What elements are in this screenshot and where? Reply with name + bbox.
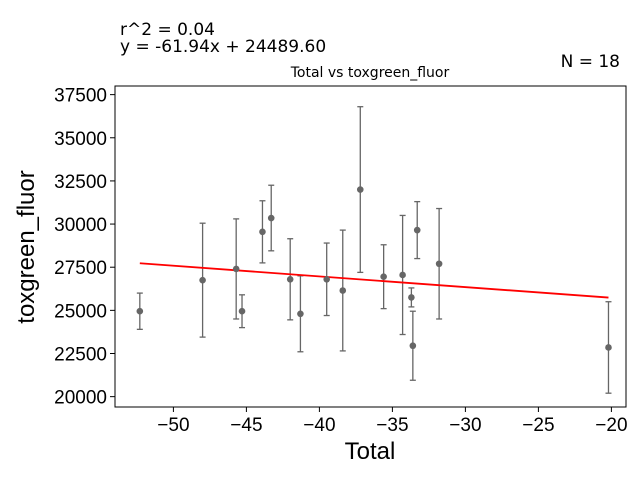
data-point	[136, 307, 144, 315]
data-point	[435, 260, 443, 268]
data-point	[413, 226, 421, 234]
y-tick-label: 27500	[54, 258, 107, 279]
x-tick-label: −35	[376, 415, 408, 436]
data-point	[259, 228, 266, 236]
data-point	[339, 287, 347, 294]
data-point	[399, 271, 406, 279]
x-axis-label: Total	[345, 438, 396, 465]
regression-equation-annotation: y = -61.94x + 24489.60	[120, 37, 327, 57]
y-tick-label: 22500	[54, 345, 107, 366]
data-point	[409, 342, 417, 350]
data-point	[323, 275, 331, 283]
data-point	[267, 214, 275, 222]
data-point	[286, 275, 294, 283]
x-tick-label: −20	[595, 415, 627, 436]
y-tick-label: 32500	[54, 172, 107, 193]
y-tick-label: 35000	[54, 129, 107, 150]
error-bars	[136, 106, 612, 394]
sample-count-annotation: N = 18	[560, 52, 620, 72]
plot-frame	[114, 85, 627, 408]
data-point	[380, 273, 387, 281]
x-tick-label: −50	[157, 415, 189, 436]
regression-line-group	[139, 262, 609, 299]
regression-line	[139, 262, 609, 299]
r-squared-annotation: r^2 = 0.04	[120, 20, 215, 40]
data-point	[356, 186, 364, 193]
x-tick-label: −45	[230, 415, 262, 436]
y-tick-label: 37500	[54, 86, 107, 107]
y-axis-label: toxgreen_fluor	[13, 170, 40, 323]
y-axis: 20000 22500 25000 27500 30000 32500 35000 37500	[54, 86, 115, 409]
data-point	[408, 294, 415, 301]
plot-area	[114, 85, 627, 408]
data-point	[605, 344, 612, 351]
data-points	[136, 186, 612, 351]
y-tick-label: 30000	[54, 215, 107, 236]
x-tick-label: −40	[303, 415, 335, 436]
data-point	[232, 265, 240, 273]
x-axis: −50 −45 −40 −35 −30 −25 −20	[157, 407, 628, 436]
data-point	[238, 307, 246, 315]
y-tick-label: 20000	[54, 388, 107, 409]
data-point	[297, 310, 304, 318]
y-tick-label: 25000	[54, 301, 107, 322]
x-tick-label: −30	[449, 415, 481, 436]
data-point	[199, 276, 206, 284]
x-tick-label: −25	[522, 415, 554, 436]
chart-title: Total vs toxgreen_fluor	[290, 65, 450, 81]
